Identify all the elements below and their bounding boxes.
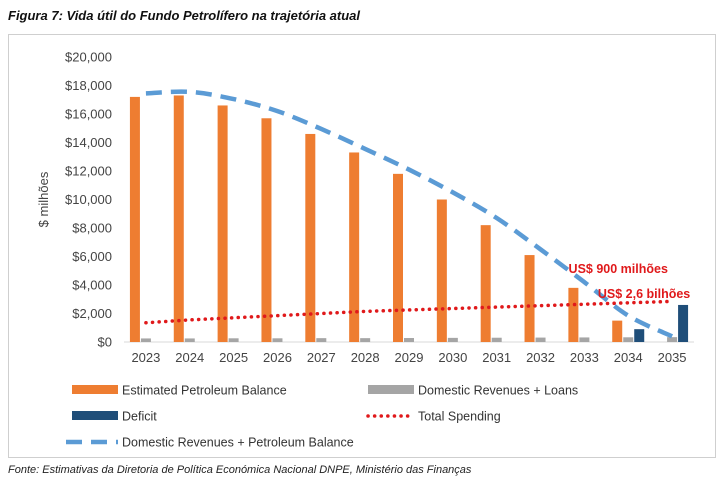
bar-estimated-petroleum-balance	[217, 105, 228, 342]
legend-label-domestic-revenues-loans: Domestic Revenues + Loans	[418, 384, 578, 398]
x-tick-label: 2028	[351, 350, 380, 365]
annotations: US$ 900 milhões US$ 2,6 bilhões	[569, 262, 691, 301]
y-axis-label: $ milhões	[36, 171, 51, 227]
x-tick-label: 2031	[482, 350, 511, 365]
bar-estimated-petroleum-balance	[129, 96, 140, 343]
bar-estimated-petroleum-balance	[393, 173, 403, 342]
x-tick-label: 2026	[263, 350, 292, 365]
y-tick-label: $16,000	[65, 107, 112, 122]
bars	[129, 95, 689, 343]
bar-estimated-petroleum-balance	[524, 255, 535, 342]
legend-swatch-deficit	[72, 411, 118, 420]
x-tick-label: 2027	[307, 350, 336, 365]
y-tick-label: $14,000	[65, 135, 112, 150]
bar-domestic-revenues-loans	[667, 337, 678, 342]
y-tick-label: $2,000	[72, 306, 112, 321]
legend: Estimated Petroleum Balance Domestic Reve…	[66, 384, 578, 450]
legend-label-domestic-revenues-petroleum-balance: Domestic Revenues + Petroleum Balance	[122, 436, 354, 450]
bar-estimated-petroleum-balance	[305, 133, 316, 342]
bar-domestic-revenues-loans	[579, 337, 590, 342]
x-tick-label: 2024	[175, 350, 204, 365]
bar-domestic-revenues-loans	[316, 338, 327, 342]
legend-label-total-spending: Total Spending	[418, 410, 501, 424]
annotation-label: US$ 900 milhões	[569, 262, 668, 276]
y-tick-label: $20,000	[65, 50, 112, 65]
x-tick-label: 2029	[395, 350, 424, 365]
bar-domestic-revenues-loans	[535, 337, 546, 342]
y-tick-label: $0	[98, 335, 112, 350]
x-axis: 2023 2024 2025 2026 2027 2028 2029 2030 2031 2032…	[124, 341, 694, 365]
y-axis: $0 $2,000 $4,000 $6,000 $8,000 $10,000 $12,000…	[36, 50, 112, 350]
y-tick-label: $8,000	[72, 221, 112, 236]
bar-estimated-petroleum-balance	[612, 320, 623, 342]
x-tick-label: 2030	[438, 350, 467, 365]
bar-domestic-revenues-loans	[272, 338, 283, 342]
y-tick-label: $6,000	[72, 249, 112, 264]
bar-deficit	[678, 304, 689, 342]
legend-swatch-domestic-revenues-loans	[368, 385, 414, 394]
bar-estimated-petroleum-balance	[568, 287, 579, 342]
bar-deficit	[634, 329, 645, 342]
bar-estimated-petroleum-balance	[480, 225, 491, 342]
bar-domestic-revenues-loans	[404, 338, 414, 342]
source-note: Fonte: Estimativas da Diretoria de Polít…	[8, 464, 472, 476]
bar-domestic-revenues-loans	[228, 338, 239, 342]
y-tick-label: $10,000	[65, 192, 112, 207]
series-line-domestic-revenues-petroleum-balance	[145, 89, 674, 339]
bar-domestic-revenues-loans	[184, 338, 195, 342]
bar-estimated-petroleum-balance	[349, 152, 360, 342]
y-tick-label: $18,000	[65, 78, 112, 93]
lines	[144, 89, 674, 339]
figure-title: Figura 7: Vida útil do Fundo Petrolífero…	[8, 8, 360, 23]
bar-estimated-petroleum-balance	[436, 199, 447, 342]
bar-estimated-petroleum-balance	[173, 95, 184, 342]
bar-domestic-revenues-loans	[491, 337, 502, 342]
x-tick-label: 2034	[614, 350, 643, 365]
y-tick-label: $12,000	[65, 164, 112, 179]
x-tick-label: 2033	[570, 350, 599, 365]
x-tick-label: 2023	[131, 350, 160, 365]
bar-domestic-revenues-loans	[140, 338, 151, 342]
bar-estimated-petroleum-balance	[261, 118, 272, 343]
legend-swatch-estimated-petroleum-balance	[72, 385, 118, 394]
bar-domestic-revenues-loans	[360, 338, 371, 342]
bar-domestic-revenues-loans	[623, 337, 634, 342]
x-tick-label: 2025	[219, 350, 248, 365]
legend-label-deficit: Deficit	[122, 410, 157, 424]
x-tick-label: 2032	[526, 350, 555, 365]
annotation-label: US$ 2,6 bilhões	[598, 287, 690, 301]
bar-domestic-revenues-loans	[447, 337, 458, 342]
chart-frame	[8, 34, 716, 458]
series-line-total-spending	[144, 299, 674, 325]
x-tick-label: 2035	[658, 350, 687, 365]
legend-label-estimated-petroleum-balance: Estimated Petroleum Balance	[122, 384, 287, 398]
y-tick-label: $4,000	[72, 278, 112, 293]
